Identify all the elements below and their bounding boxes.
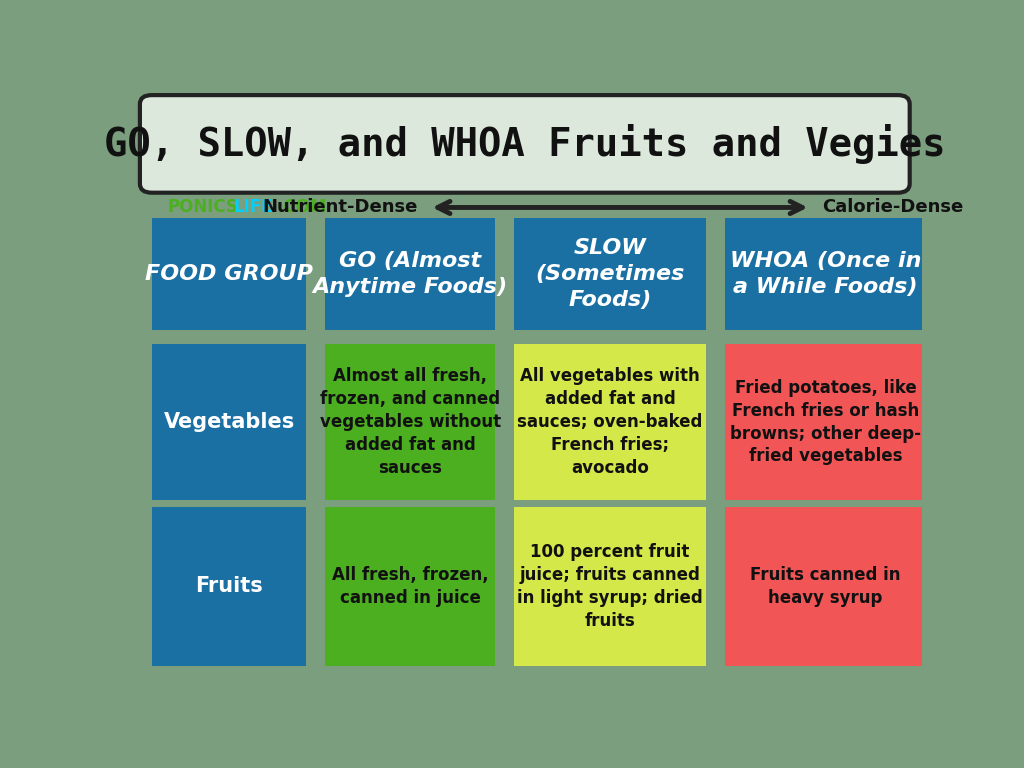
Text: SLOW
(Sometimes
Foods): SLOW (Sometimes Foods)	[536, 238, 685, 310]
Text: .COM: .COM	[278, 198, 327, 217]
Text: Fruits: Fruits	[196, 577, 263, 597]
Text: Vegetables: Vegetables	[164, 412, 295, 432]
Text: Almost all fresh,
frozen, and canned
vegetables without
added fat and
sauces: Almost all fresh, frozen, and canned veg…	[319, 367, 501, 477]
Text: 100 percent fruit
juice; fruits canned
in light syrup; dried
fruits: 100 percent fruit juice; fruits canned i…	[517, 543, 702, 630]
Text: Nutrient-Dense: Nutrient-Dense	[262, 198, 418, 217]
Text: All vegetables with
added fat and
sauces; oven-baked
French fries;
avocado: All vegetables with added fat and sauces…	[517, 367, 702, 477]
FancyBboxPatch shape	[152, 344, 306, 500]
Text: LIFE: LIFE	[233, 198, 273, 217]
FancyBboxPatch shape	[514, 507, 706, 666]
Text: GO, SLOW, and WHOA Fruits and Vegies: GO, SLOW, and WHOA Fruits and Vegies	[104, 124, 945, 164]
FancyBboxPatch shape	[725, 344, 927, 500]
FancyBboxPatch shape	[152, 218, 306, 330]
Text: FOOD GROUP: FOOD GROUP	[145, 264, 313, 284]
Text: Fruits canned in
heavy syrup: Fruits canned in heavy syrup	[751, 566, 901, 607]
FancyBboxPatch shape	[326, 218, 495, 330]
FancyBboxPatch shape	[514, 218, 706, 330]
FancyBboxPatch shape	[725, 218, 927, 330]
FancyBboxPatch shape	[725, 507, 927, 666]
Text: All fresh, frozen,
canned in juice: All fresh, frozen, canned in juice	[332, 566, 488, 607]
Text: GO (Almost
Anytime Foods): GO (Almost Anytime Foods)	[312, 251, 508, 297]
FancyBboxPatch shape	[326, 507, 495, 666]
FancyBboxPatch shape	[140, 95, 909, 193]
FancyBboxPatch shape	[326, 344, 495, 500]
FancyBboxPatch shape	[514, 344, 706, 500]
Text: Fried potatoes, like
French fries or hash
browns; other deep-
fried vegetables: Fried potatoes, like French fries or has…	[730, 379, 922, 465]
Text: Calorie-Dense: Calorie-Dense	[822, 198, 964, 217]
Text: WHOA (Once in
a While Foods): WHOA (Once in a While Foods)	[730, 251, 922, 297]
FancyBboxPatch shape	[152, 507, 306, 666]
Text: PONICS: PONICS	[168, 198, 239, 217]
